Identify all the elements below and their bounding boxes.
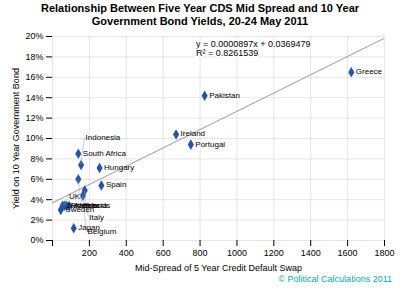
svg-text:Indonesia: Indonesia (86, 133, 121, 142)
svg-text:Italy: Italy (89, 212, 104, 222)
svg-text:Netherlands: Netherlands (67, 201, 110, 210)
svg-text:Belgium: Belgium (87, 226, 117, 236)
svg-text:6%: 6% (30, 174, 43, 184)
svg-text:Spain: Spain (106, 180, 126, 189)
svg-text:10%: 10% (25, 133, 43, 143)
svg-text:1400: 1400 (301, 248, 321, 258)
svg-text:Greece: Greece (356, 67, 383, 76)
svg-text:1600: 1600 (338, 248, 358, 258)
svg-text:y = 0.0000897x + 0.0369479R² =: y = 0.0000897x + 0.0369479R² = 0.8261539 (196, 39, 311, 58)
svg-text:1000: 1000 (227, 248, 247, 258)
svg-text:14%: 14% (25, 93, 43, 103)
html-text:© Political Calculations 2011: © Political Calculations 2011 (278, 274, 392, 284)
svg-text:600: 600 (156, 248, 171, 258)
svg-text:South Africa: South Africa (83, 149, 127, 158)
svg-text:UK: UK (69, 192, 81, 201)
svg-text:18%: 18% (25, 52, 43, 62)
svg-text:16%: 16% (25, 72, 43, 82)
svg-text:Mid-Spread of 5 Year Credit De: Mid-Spread of 5 Year Credit Default Swap (135, 263, 302, 273)
svg-text:20%: 20% (25, 31, 43, 41)
svg-text:Yield on 10 Year Government Bo: Yield on 10 Year Government Bond (11, 68, 21, 209)
svg-text:1200: 1200 (264, 248, 284, 258)
svg-text:Japan: Japan (78, 223, 100, 232)
svg-text:800: 800 (193, 248, 208, 258)
svg-text:2%: 2% (30, 215, 43, 225)
svg-text:200: 200 (82, 248, 97, 258)
svg-text:Pakistan: Pakistan (209, 91, 240, 100)
svg-text:0%: 0% (30, 235, 43, 245)
svg-text:Austria: Austria (74, 201, 99, 210)
svg-text:400: 400 (119, 248, 134, 258)
svg-text:12%: 12% (25, 113, 43, 123)
svg-text:8%: 8% (30, 154, 43, 164)
svg-text:1800: 1800 (374, 248, 394, 258)
svg-text:Hungary: Hungary (104, 163, 134, 172)
svg-text:Ireland: Ireland (181, 129, 205, 138)
svg-text:Portugal: Portugal (195, 140, 225, 149)
svg-text:4%: 4% (30, 195, 43, 205)
html-text:Relationship Between Five Year: Relationship Between Five Year CDS Mid S… (40, 2, 359, 27)
